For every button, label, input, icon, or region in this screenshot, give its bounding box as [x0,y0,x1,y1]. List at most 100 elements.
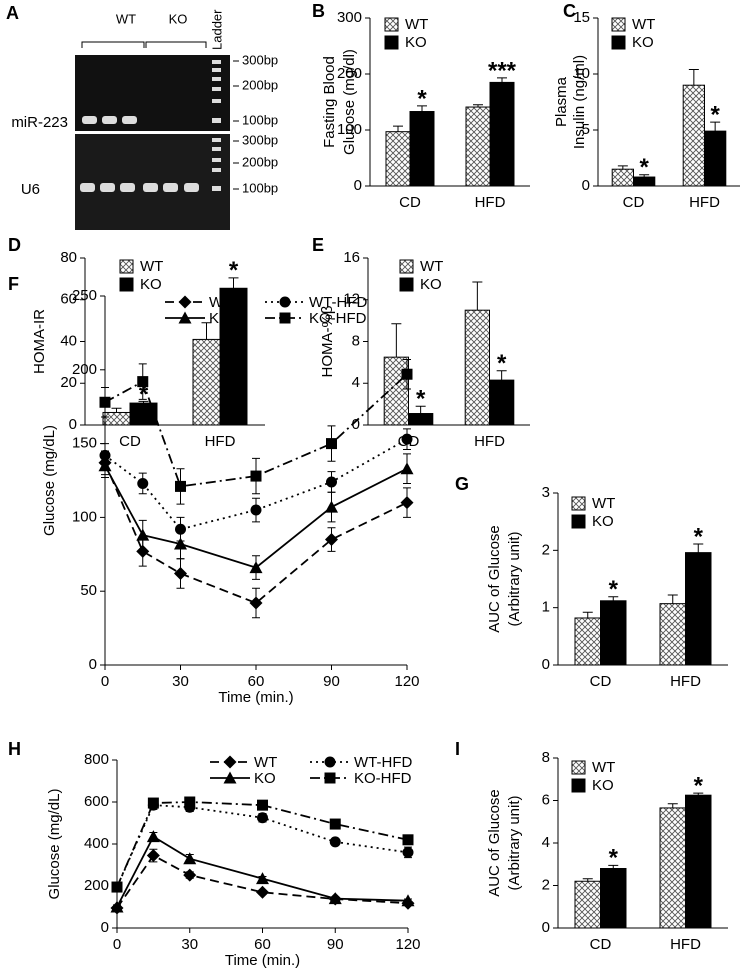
panel-letter: A [6,3,19,23]
x-tick-label: CD [590,936,612,953]
y-tick-label: 15 [573,9,590,26]
significance-label: * [694,523,704,550]
y-tick-label: 400 [84,835,109,852]
x-tick-label: HFD [670,936,701,953]
legend-label: WT [632,16,655,33]
significance-label: *** [488,57,517,84]
y-tick-label: 4 [352,374,360,391]
marker [329,818,341,830]
y-tick-label: 10 [573,65,590,82]
bar [192,338,221,426]
legend-swatch [571,760,586,775]
error-bar [472,281,483,311]
legend-swatch [119,259,134,274]
legend-label: WT [420,258,443,275]
x-tick-label: 0 [113,936,121,953]
x-tick-label: HFD [205,433,236,450]
y-tick-label: 200 [72,361,97,378]
y-tick-label: 50 [80,582,97,599]
panel-letter: C [563,1,576,21]
y-axis-label: Glucose (mg/dL) [46,789,63,900]
panel-letter: D [8,235,21,255]
legend-label: KO [209,310,231,327]
panel-letter: E [312,235,324,255]
x-axis-label: Time (min.) [218,689,293,706]
y-tick-label: 80 [60,249,77,266]
y-axis-label: AUC of Glucose [486,789,503,897]
x-tick-label: 90 [327,936,344,953]
y-tick-label: 0 [352,416,360,433]
legend-marker [223,771,237,784]
y-axis-label: HOMA-IR [31,309,48,374]
significance-label: * [229,257,239,284]
legend-label: WT [592,759,615,776]
marker-label: 300bp [242,52,278,67]
panel-letter: B [312,1,325,21]
legend-marker [279,296,291,308]
legend-label: WT-HFD [309,294,367,311]
marker [400,462,414,475]
error-bar [201,322,212,340]
y-axis-label: (Arbitrary unit) [506,795,523,890]
legend-label: WT [140,258,163,275]
marker [257,799,268,811]
marker [136,544,150,558]
x-tick-label: HFD [670,673,701,690]
series-line [116,801,409,888]
x-tick-label: 30 [172,673,189,690]
legend-label: KO [632,34,654,51]
x-tick-label: 120 [395,936,420,953]
y-tick-label: 6 [542,791,550,808]
legend-label: WT-HFD [354,754,412,771]
legend-label: WT [209,294,232,311]
series-line [116,804,409,888]
legend-label: KO [420,276,442,293]
x-tick-label: CD [623,194,645,211]
bar [219,287,248,426]
marker [329,836,341,848]
x-tick-label: CD [119,433,141,450]
legend-label: KO [405,34,427,51]
marker [325,500,338,513]
group-label: WT [116,11,136,26]
marker [402,846,414,858]
y-tick-label: 600 [84,793,109,810]
legend-swatch [571,514,586,529]
legend-label: KO-HFD [309,310,367,327]
marker [184,796,196,808]
bar [489,81,515,187]
significance-label: * [639,154,649,181]
marker [326,476,337,488]
legend-swatch [611,17,626,32]
legend-marker [223,755,237,769]
legend-label: KO [592,513,614,530]
bar [409,111,435,187]
y-tick-label: 16 [343,249,360,266]
legend-swatch [571,778,586,793]
bar [633,176,656,187]
significance-label: * [694,772,704,799]
group-label: KO [169,11,188,26]
x-tick-label: 60 [254,936,271,953]
bar [489,379,515,426]
marker [256,885,269,899]
marker [99,396,111,408]
marker [175,480,186,492]
marker [325,533,338,547]
marker-label: 200bp [242,154,278,169]
marker-label: 200bp [242,77,278,92]
legend-label: KO [140,276,162,293]
y-axis-label: Fasting Blood [321,56,338,148]
series-line [104,373,408,488]
error-bar [228,277,239,289]
marker [249,596,263,610]
legend-marker [178,295,192,309]
marker-label: 100bp [242,112,278,127]
y-tick-label: 150 [72,435,97,452]
y-tick-label: 250 [72,287,97,304]
error-bar [667,803,678,808]
y-tick-label: 0 [69,416,77,433]
series-line [116,854,409,909]
y-tick-label: 200 [84,877,109,894]
